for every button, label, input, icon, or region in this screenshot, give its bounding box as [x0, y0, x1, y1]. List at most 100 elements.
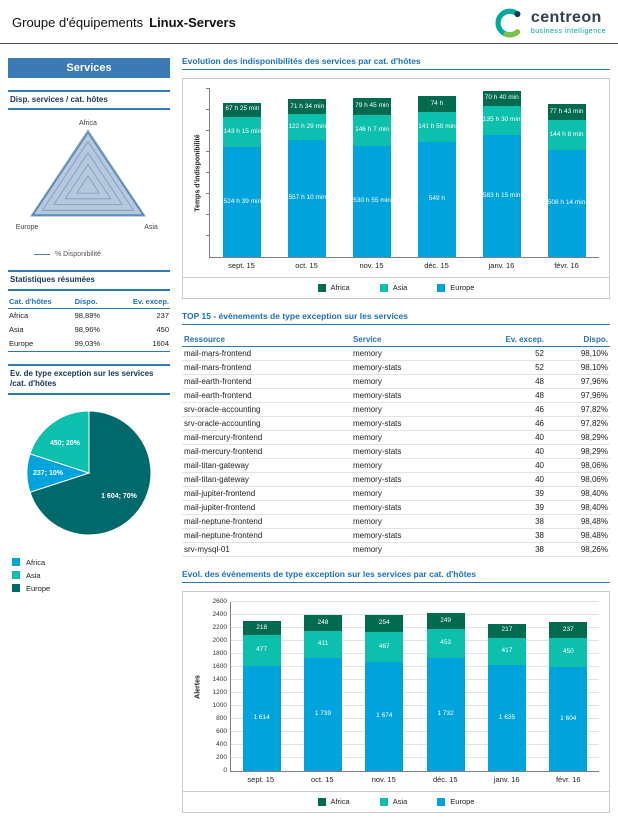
bar-value-label: 1 635	[498, 713, 516, 721]
bar-segment-europe: 530 h 55 min	[353, 145, 392, 257]
resource-cell: srv-oracle-accounting	[182, 416, 351, 431]
radar-axis-asia: Asia	[144, 224, 158, 231]
bar-segment-africa: 217	[487, 623, 526, 638]
plot-area: 218 477 1 614 248 411 1 739 254 467 1 674 249 453 1…	[230, 601, 599, 772]
y-tick-label: 400	[216, 740, 227, 748]
bar-value-label: 141 h 50 min	[418, 122, 456, 130]
legend-swatch-asia-icon	[379, 797, 388, 806]
events-cell: 237	[156, 311, 169, 321]
bar-value-label: 453	[440, 639, 452, 647]
bar-segment-africa: 218	[242, 620, 281, 636]
events-cell: 52	[458, 360, 547, 375]
bar-oct--15: 248 411 1 739	[303, 615, 342, 771]
pie-svg: 1 604; 70% 237; 10% 450; 20%	[26, 410, 152, 536]
legend-label: Africa	[330, 797, 350, 806]
logo-text: centreon business intelligence	[531, 10, 606, 36]
y-tick-label: 2400	[212, 610, 227, 618]
y-tick-label: 600	[216, 727, 227, 735]
bar-janv--16: 217 417 1 635	[487, 623, 526, 771]
resource-cell: srv-mysql-01	[182, 542, 351, 557]
table-row: srv-mysql-01 memory 38 98,26%	[182, 542, 610, 557]
bar-value-label: 144 h 8 min	[549, 130, 584, 138]
service-cell: memory-stats	[350, 388, 459, 403]
pie-label-africa: 237; 10%	[33, 470, 64, 477]
bar-value-label: 249	[440, 616, 452, 624]
column-header: Dispo.	[73, 294, 114, 309]
stats-section-title: Statistiques résumées	[8, 270, 170, 291]
bar-segment-europe: 1 635	[487, 664, 526, 771]
legend-swatch-asia-icon	[379, 283, 388, 292]
alerts-section: Evol. des évènements de type exception s…	[182, 569, 610, 813]
resource-cell: mail-earth-frontend	[182, 388, 351, 403]
availability-cell: 98,10%	[546, 346, 610, 361]
resource-cell: mail-earth-frontend	[182, 374, 351, 389]
bar-value-label: 1 732	[437, 710, 454, 718]
y-axis-title: Temps d'indisponibilité	[194, 134, 201, 212]
x-axis-label: nov. 15	[371, 775, 396, 784]
column-header: Dispo.	[546, 333, 610, 347]
legend-item: Europe	[437, 797, 474, 806]
bar-value-label: 146 h 7 min	[355, 125, 390, 133]
bar-segment-asia: 146 h 7 min	[353, 114, 392, 146]
table-row: mail-earth-frontend memory-stats 48 97,96%	[182, 388, 610, 403]
service-cell: memory	[350, 458, 459, 473]
column-header: Ev. excep.	[458, 333, 547, 347]
bar-value-label: 549 h	[428, 195, 446, 203]
bar-value-label: 1 604	[560, 714, 577, 722]
gridline	[231, 757, 599, 758]
exception-pie-chart: 1 604; 70% 237; 10% 450; 20%	[8, 403, 170, 548]
bar-value-label: 122 h 29 min	[288, 122, 327, 130]
availability-cell: 97,96%	[546, 388, 610, 403]
bar-value-label: 74 h	[430, 99, 444, 107]
events-cell: 38	[458, 528, 547, 543]
pie-legend: Africa Asia Europe	[12, 558, 170, 593]
legend-swatch-africa-icon	[317, 283, 326, 292]
bar-janv--16: 70 h 40 min 135 h 30 min 583 h 15 min	[482, 91, 521, 257]
bar-value-label: 508 h 14 min	[547, 199, 586, 207]
downtime-stacked-bar-chart: Temps d'indisponibilité 67 h 25 min 143 h…	[182, 78, 610, 299]
availability-cell: 98,48%	[546, 528, 610, 543]
alerts-chart-title: Evol. des évènements de type exception s…	[182, 569, 610, 583]
x-axis-label: nov. 15	[359, 261, 384, 270]
legend-item: Africa	[317, 283, 350, 292]
group-label: Groupe d'équipements	[12, 15, 144, 30]
legend-swatch-africa-icon	[317, 797, 326, 806]
availability-cell: 99,03%	[74, 339, 101, 349]
availability-cell: 98,40%	[546, 486, 610, 501]
bar-value-label: 1 739	[314, 710, 332, 718]
events-cell: 40	[458, 444, 547, 459]
service-cell: memory	[350, 430, 459, 445]
bar-f-vr--16: 77 h 43 min 144 h 8 min 508 h 14 min	[547, 103, 586, 257]
table-body: mail-mars-frontend memory 52 98,10% mail-mar…	[182, 346, 610, 557]
bar-segment-europe: 1 739	[303, 657, 342, 771]
radar-svg: Africa Europe Asia	[16, 120, 158, 231]
bar-value-label: 477	[256, 646, 268, 654]
availability-cell: 98,06%	[546, 472, 610, 487]
events-cell: 450	[156, 325, 169, 335]
availability-cell: 97,82%	[546, 416, 610, 431]
table-header-row: Cat. d'hôtes Dispo. Ev. excep.	[8, 294, 170, 309]
events-cell: 46	[458, 416, 547, 431]
radar-section-title: Disp. services / cat. hôtes	[8, 90, 170, 111]
table-row: mail-mercury-frontend memory 40 98,29%	[182, 430, 610, 445]
bar-segment-europe: 557 h 10 min	[288, 140, 327, 257]
radar-axis-europe: Europe	[16, 224, 39, 231]
bar-value-label: 583 h 15 min	[482, 191, 521, 199]
x-axis-label: janv. 16	[488, 261, 515, 270]
top15-title: TOP 15 - évènements de type exception su…	[182, 311, 610, 325]
table-row: srv-oracle-accounting memory-stats 46 97,82…	[182, 416, 610, 431]
y-tick-label: 1800	[212, 649, 227, 657]
bar-value-label: 248	[317, 618, 329, 626]
resource-cell: mail-mercury-frontend	[182, 444, 351, 459]
bar-f-vr--16: 237 450 1 604	[549, 622, 588, 771]
chart-legend: Africa Asia Europe	[183, 791, 609, 810]
bar-value-label: 71 h 34 min	[290, 102, 325, 110]
service-cell: memory-stats	[350, 444, 459, 459]
legend-item: Europe	[437, 283, 474, 292]
x-axis-label: déc. 15	[424, 261, 449, 270]
bar-segment-africa: 77 h 43 min	[547, 103, 586, 121]
bar-value-label: 237	[562, 625, 574, 633]
y-tick-label: 1200	[212, 688, 227, 696]
gridline	[231, 666, 599, 667]
